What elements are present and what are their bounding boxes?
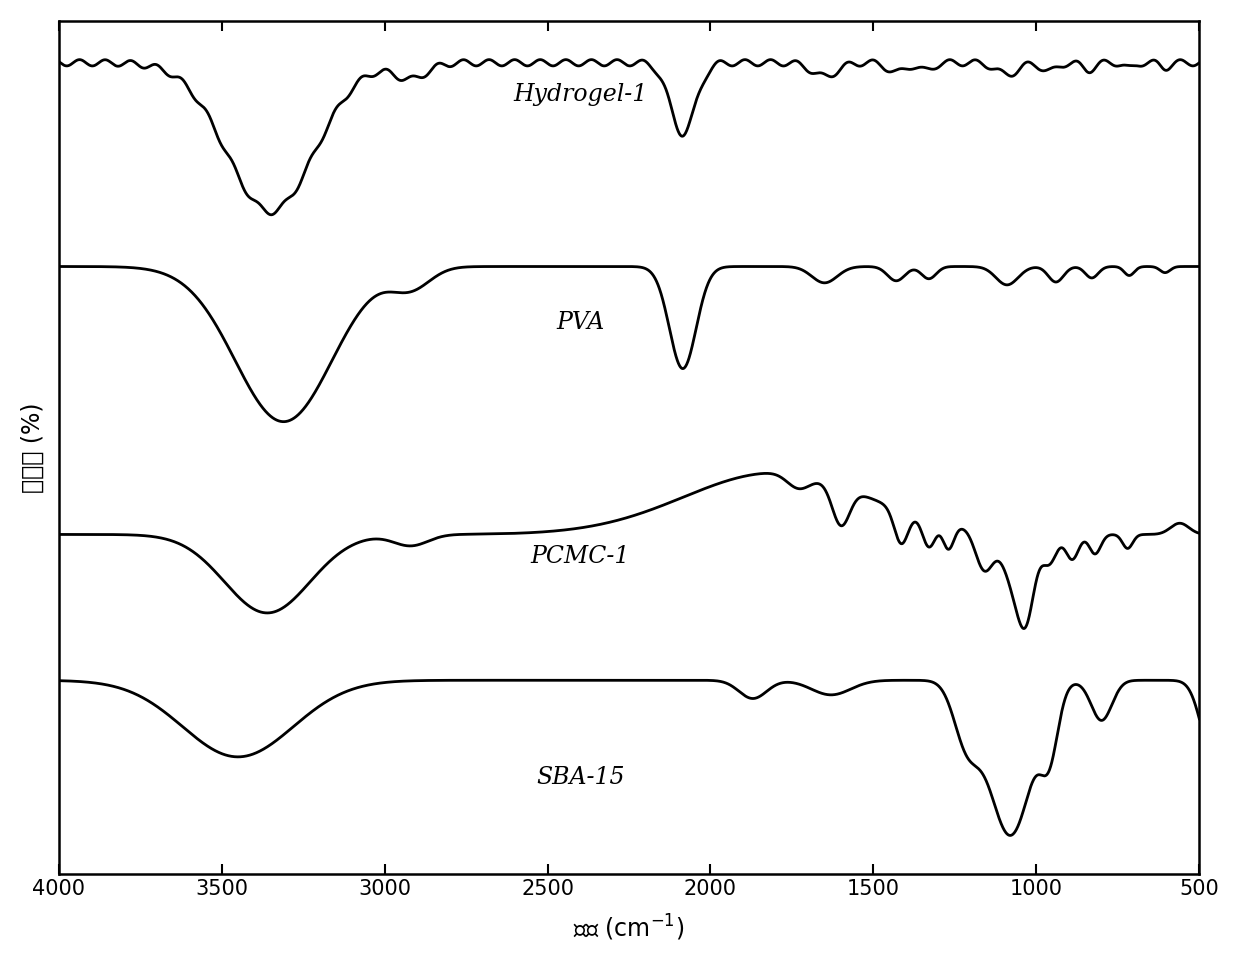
Text: PVA: PVA bbox=[556, 310, 604, 334]
X-axis label: 波数 (cm$^{-1}$): 波数 (cm$^{-1}$) bbox=[573, 913, 684, 943]
Text: Hydrogel-1: Hydrogel-1 bbox=[513, 83, 647, 106]
Y-axis label: 透射率 (%): 透射率 (%) bbox=[21, 402, 45, 493]
Text: PCMC-1: PCMC-1 bbox=[531, 545, 630, 568]
Text: SBA-15: SBA-15 bbox=[536, 766, 625, 789]
